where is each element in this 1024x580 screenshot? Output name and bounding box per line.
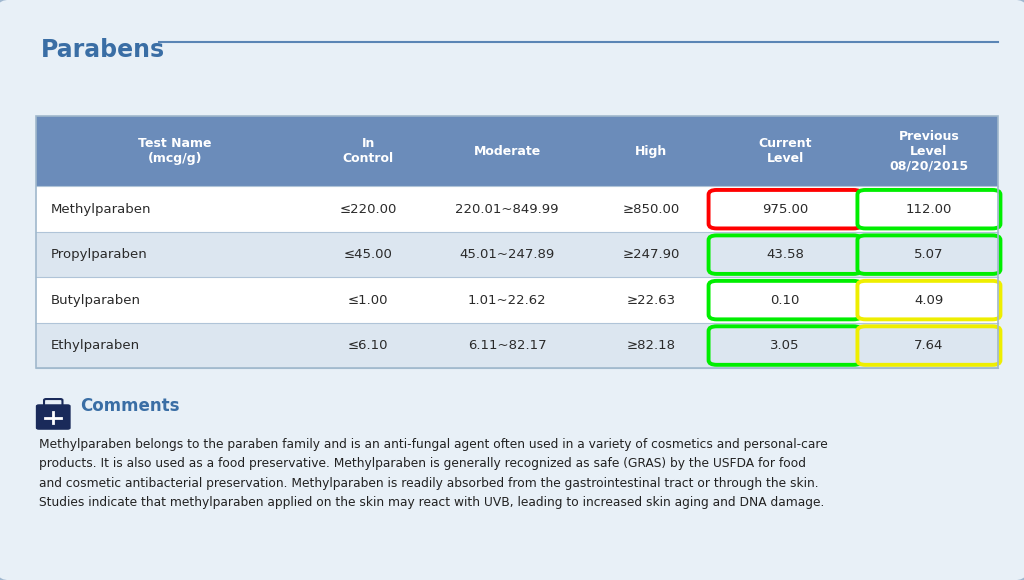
Text: Methylparaben belongs to the paraben family and is an anti-fungal agent often us: Methylparaben belongs to the paraben fam… — [39, 438, 827, 509]
Text: Comments: Comments — [80, 397, 179, 415]
FancyBboxPatch shape — [709, 190, 861, 229]
Text: ≤1.00: ≤1.00 — [348, 293, 388, 307]
Text: 5.07: 5.07 — [914, 248, 944, 261]
Text: ≥850.00: ≥850.00 — [623, 202, 680, 216]
FancyBboxPatch shape — [36, 116, 998, 186]
FancyBboxPatch shape — [36, 186, 998, 232]
FancyBboxPatch shape — [709, 281, 861, 320]
Text: 0.10: 0.10 — [770, 293, 800, 307]
Text: Test Name
(mcg/g): Test Name (mcg/g) — [138, 137, 212, 165]
Text: 3.05: 3.05 — [770, 339, 800, 352]
FancyBboxPatch shape — [857, 190, 1000, 229]
FancyBboxPatch shape — [36, 277, 998, 323]
Text: Moderate: Moderate — [473, 145, 541, 158]
FancyBboxPatch shape — [709, 235, 861, 274]
Text: 1.01~22.62: 1.01~22.62 — [468, 293, 547, 307]
Text: 220.01~849.99: 220.01~849.99 — [456, 202, 559, 216]
Text: Ethylparaben: Ethylparaben — [51, 339, 140, 352]
Text: ≤6.10: ≤6.10 — [348, 339, 388, 352]
FancyBboxPatch shape — [857, 327, 1000, 365]
Text: In
Control: In Control — [343, 137, 394, 165]
Text: High: High — [635, 145, 668, 158]
Text: ≥82.18: ≥82.18 — [627, 339, 676, 352]
Text: 45.01~247.89: 45.01~247.89 — [460, 248, 555, 261]
Text: 7.64: 7.64 — [914, 339, 944, 352]
Text: 6.11~82.17: 6.11~82.17 — [468, 339, 547, 352]
Text: ≤220.00: ≤220.00 — [340, 202, 397, 216]
FancyBboxPatch shape — [857, 235, 1000, 274]
Text: Current
Level: Current Level — [759, 137, 812, 165]
Text: 4.09: 4.09 — [914, 293, 943, 307]
FancyBboxPatch shape — [857, 281, 1000, 320]
FancyBboxPatch shape — [709, 327, 861, 365]
Text: 43.58: 43.58 — [766, 248, 804, 261]
Text: ≥22.63: ≥22.63 — [627, 293, 676, 307]
FancyBboxPatch shape — [36, 232, 998, 277]
FancyBboxPatch shape — [36, 404, 71, 430]
Text: Methylparaben: Methylparaben — [51, 202, 152, 216]
Text: Butylparaben: Butylparaben — [51, 293, 141, 307]
Text: Previous
Level
08/20/2015: Previous Level 08/20/2015 — [890, 130, 969, 173]
Text: ≤45.00: ≤45.00 — [344, 248, 393, 261]
Text: 112.00: 112.00 — [906, 202, 952, 216]
Text: 975.00: 975.00 — [762, 202, 808, 216]
Text: Parabens: Parabens — [41, 38, 165, 61]
Text: ≥247.90: ≥247.90 — [623, 248, 680, 261]
FancyBboxPatch shape — [36, 323, 998, 368]
Text: Propylparaben: Propylparaben — [51, 248, 147, 261]
